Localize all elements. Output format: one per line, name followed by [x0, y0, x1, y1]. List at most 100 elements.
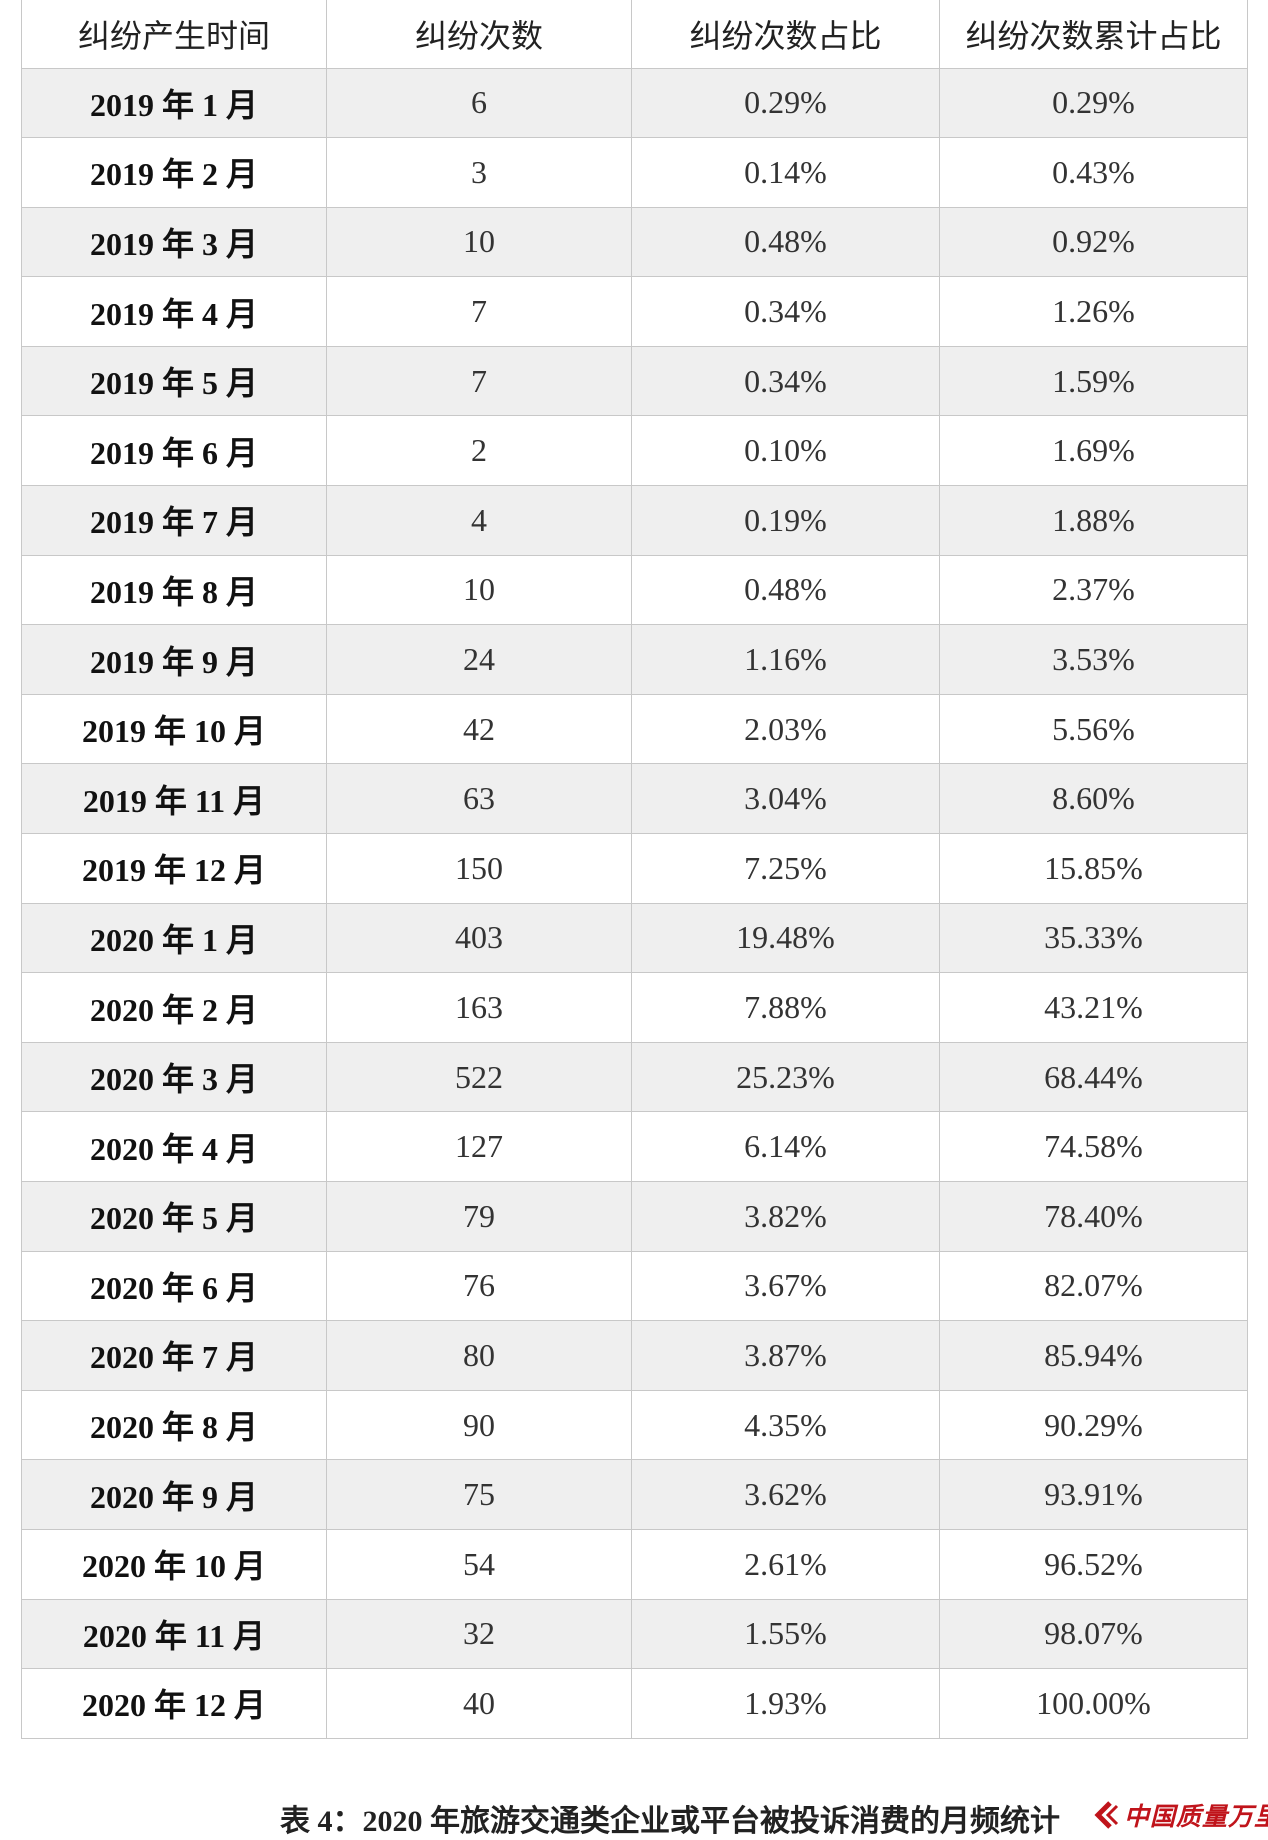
cell-share: 0.34%	[631, 276, 940, 347]
cell-share: 1.16%	[631, 624, 940, 695]
cell-month: 2019 年 5 月	[21, 345, 327, 417]
table-row: 2019 年 9 月 24 1.16% 3.53%	[21, 624, 1248, 695]
table-row: 2020 年 6 月 76 3.67% 82.07%	[21, 1250, 1248, 1322]
table-header-row: 纠纷产生时间 纠纷次数 纠纷次数占比 纠纷次数累计占比	[21, 0, 1248, 69]
cell-count: 163	[326, 972, 632, 1043]
cell-month: 2020 年 2 月	[21, 972, 327, 1043]
cell-month: 2020 年 11 月	[21, 1598, 327, 1670]
cell-cumulative-share: 1.26%	[939, 276, 1248, 347]
cell-count: 403	[326, 902, 632, 974]
cell-cumulative-share: 93.91%	[939, 1459, 1248, 1530]
table-row: 2020 年 2 月 163 7.88% 43.21%	[21, 972, 1248, 1043]
cell-share: 1.93%	[631, 1668, 940, 1739]
cell-month: 2019 年 11 月	[21, 763, 327, 835]
cell-count: 3	[326, 137, 632, 208]
cell-cumulative-share: 5.56%	[939, 693, 1248, 765]
cell-count: 127	[326, 1111, 632, 1182]
cell-share: 2.03%	[631, 693, 940, 765]
table-row: 2020 年 12 月 40 1.93% 100.00%	[21, 1668, 1248, 1739]
cell-cumulative-share: 43.21%	[939, 972, 1248, 1043]
cell-share: 3.82%	[631, 1181, 940, 1252]
cell-cumulative-share: 90.29%	[939, 1389, 1248, 1461]
cell-month: 2020 年 6 月	[21, 1250, 327, 1322]
brand-chevron-icon	[1094, 1801, 1119, 1829]
cell-share: 3.04%	[631, 763, 940, 835]
cell-month: 2019 年 4 月	[21, 276, 327, 347]
cell-count: 4	[326, 485, 632, 556]
cell-month: 2020 年 8 月	[21, 1389, 327, 1461]
cell-count: 32	[326, 1598, 632, 1670]
cell-share: 19.48%	[631, 902, 940, 974]
cell-share: 7.88%	[631, 972, 940, 1043]
cell-count: 40	[326, 1668, 632, 1739]
cell-month: 2020 年 3 月	[21, 1041, 327, 1113]
cell-month: 2020 年 7 月	[21, 1320, 327, 1391]
cell-share: 0.34%	[631, 345, 940, 417]
cell-share: 1.55%	[631, 1598, 940, 1670]
cell-month: 2020 年 4 月	[21, 1111, 327, 1182]
cell-cumulative-share: 82.07%	[939, 1250, 1248, 1322]
cell-month: 2019 年 7 月	[21, 485, 327, 556]
cell-count: 10	[326, 554, 632, 626]
table-row: 2020 年 7 月 80 3.87% 85.94%	[21, 1320, 1248, 1391]
cell-cumulative-share: 1.88%	[939, 485, 1248, 556]
cell-cumulative-share: 1.59%	[939, 345, 1248, 417]
table-row: 2019 年 7 月 4 0.19% 1.88%	[21, 485, 1248, 556]
cell-share: 0.10%	[631, 415, 940, 487]
cell-cumulative-share: 98.07%	[939, 1598, 1248, 1670]
cell-month: 2019 年 3 月	[21, 206, 327, 278]
cell-cumulative-share: 68.44%	[939, 1041, 1248, 1113]
cell-count: 54	[326, 1528, 632, 1600]
cell-share: 3.87%	[631, 1320, 940, 1391]
cell-month: 2019 年 8 月	[21, 554, 327, 626]
cell-count: 79	[326, 1181, 632, 1252]
cell-month: 2020 年 1 月	[21, 902, 327, 974]
table-row: 2019 年 4 月 7 0.34% 1.26%	[21, 276, 1248, 347]
cell-share: 3.67%	[631, 1250, 940, 1322]
table-row: 2020 年 1 月 403 19.48% 35.33%	[21, 902, 1248, 974]
cell-count: 150	[326, 833, 632, 904]
watermark-text: 中国质量万里行	[1124, 1802, 1268, 1831]
cell-share: 2.61%	[631, 1528, 940, 1600]
table-row: 2020 年 10 月 54 2.61% 96.52%	[21, 1528, 1248, 1600]
cell-cumulative-share: 0.29%	[939, 67, 1248, 139]
header-cumulative-share: 纠纷次数累计占比	[939, 0, 1248, 69]
cell-share: 0.29%	[631, 67, 940, 139]
cell-month: 2020 年 10 月	[21, 1528, 327, 1600]
cell-count: 24	[326, 624, 632, 695]
table-row: 2020 年 11 月 32 1.55% 98.07%	[21, 1598, 1248, 1670]
cell-cumulative-share: 96.52%	[939, 1528, 1248, 1600]
watermark: 中国质量万里行	[1090, 1797, 1268, 1833]
cell-cumulative-share: 2.37%	[939, 554, 1248, 626]
table-row: 2019 年 8 月 10 0.48% 2.37%	[21, 554, 1248, 626]
cell-share: 6.14%	[631, 1111, 940, 1182]
table-row: 2020 年 8 月 90 4.35% 90.29%	[21, 1389, 1248, 1461]
table-row: 2019 年 5 月 7 0.34% 1.59%	[21, 345, 1248, 417]
cell-cumulative-share: 15.85%	[939, 833, 1248, 904]
cell-month: 2019 年 10 月	[21, 693, 327, 765]
cell-cumulative-share: 74.58%	[939, 1111, 1248, 1182]
table-row: 2019 年 1 月 6 0.29% 0.29%	[21, 67, 1248, 139]
cell-cumulative-share: 8.60%	[939, 763, 1248, 835]
cell-share: 25.23%	[631, 1041, 940, 1113]
cell-count: 522	[326, 1041, 632, 1113]
cell-cumulative-share: 3.53%	[939, 624, 1248, 695]
cell-share: 0.48%	[631, 206, 940, 278]
cell-month: 2019 年 2 月	[21, 137, 327, 208]
header-time: 纠纷产生时间	[21, 0, 327, 69]
table-row: 2020 年 5 月 79 3.82% 78.40%	[21, 1181, 1248, 1252]
cell-count: 63	[326, 763, 632, 835]
cell-count: 90	[326, 1389, 632, 1461]
table-body: 2019 年 1 月 6 0.29% 0.29% 2019 年 2 月 3 0.14% 0.4…	[21, 67, 1248, 1739]
table-row: 2019 年 11 月 63 3.04% 8.60%	[21, 763, 1248, 835]
table-row: 2019 年 12 月 150 7.25% 15.85%	[21, 833, 1248, 904]
cell-count: 6	[326, 67, 632, 139]
cell-cumulative-share: 1.69%	[939, 415, 1248, 487]
cell-month: 2019 年 12 月	[21, 833, 327, 904]
cell-month: 2020 年 12 月	[21, 1668, 327, 1739]
cell-month: 2019 年 9 月	[21, 624, 327, 695]
cell-cumulative-share: 0.92%	[939, 206, 1248, 278]
header-count: 纠纷次数	[326, 0, 632, 69]
